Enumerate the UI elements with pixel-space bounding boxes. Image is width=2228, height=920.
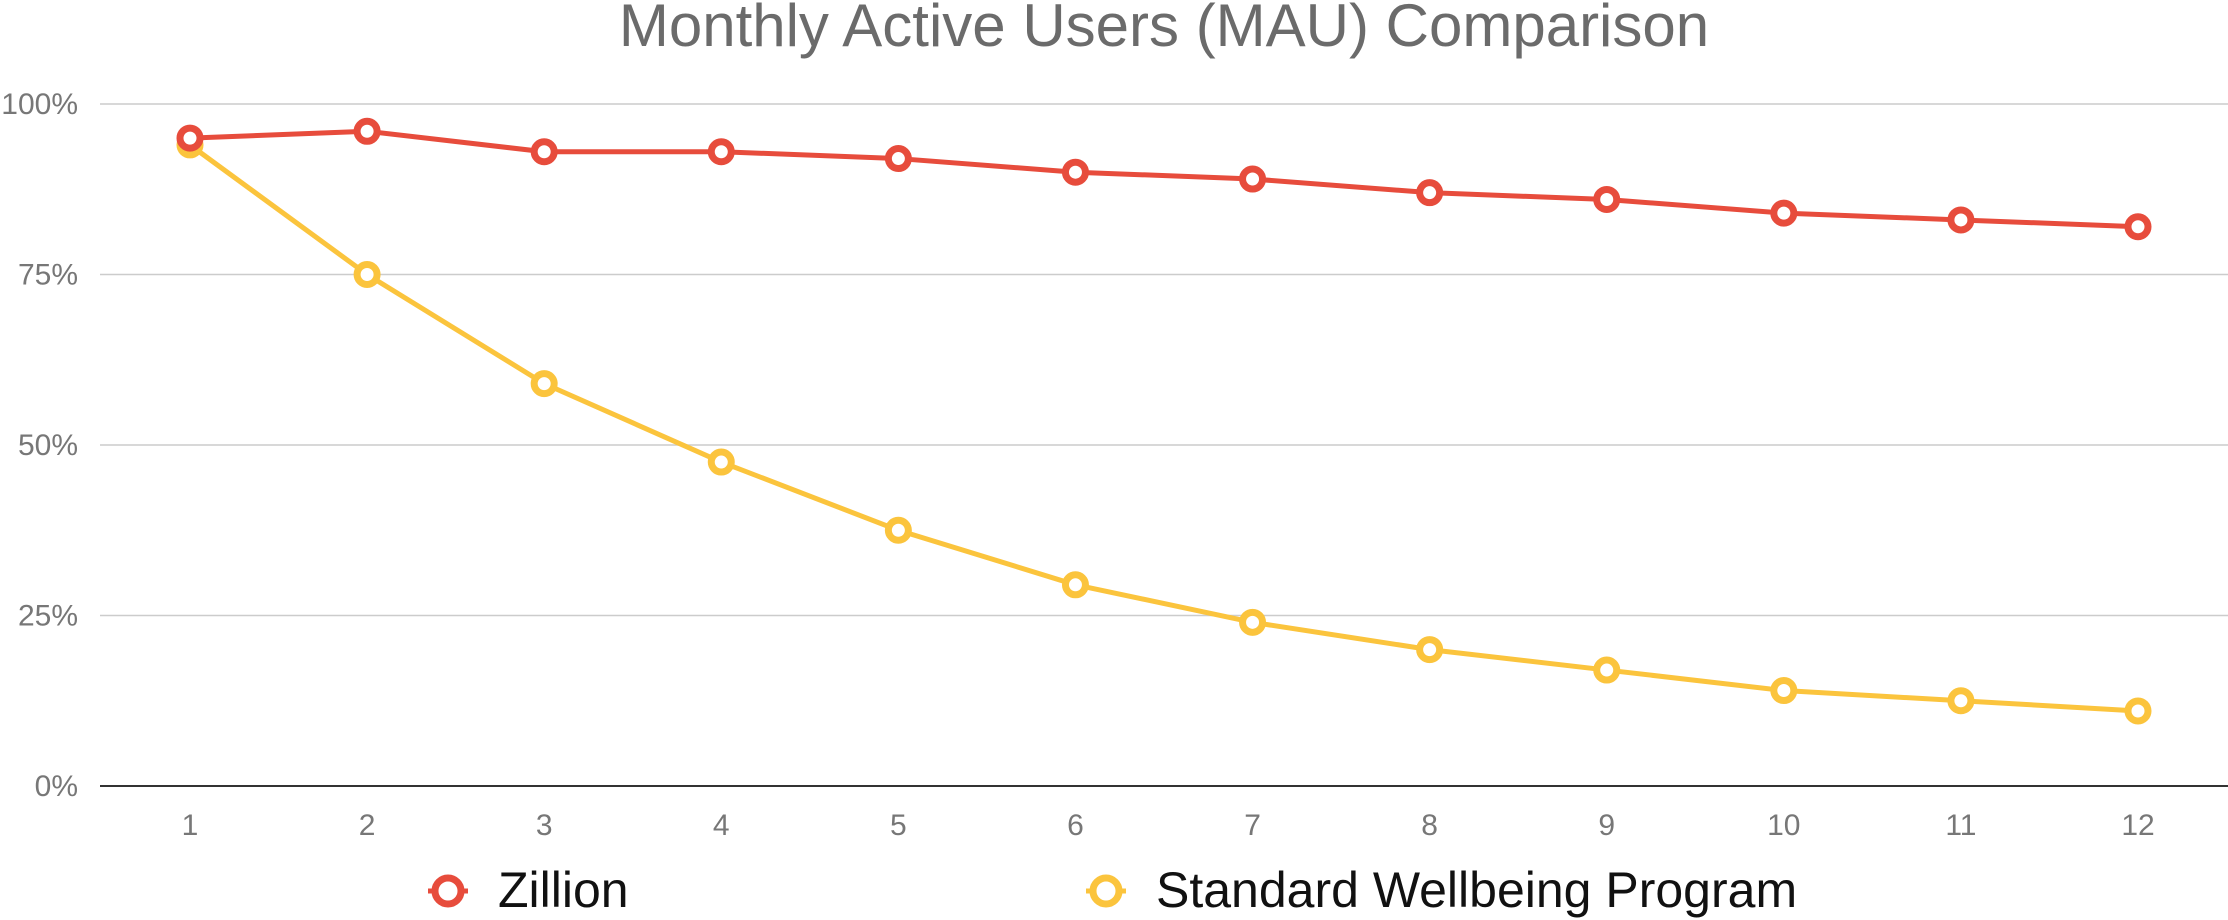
legend-label: Zillion <box>498 862 629 918</box>
data-point <box>1947 687 1975 715</box>
x-tick-label: 5 <box>890 809 907 842</box>
series-standard-wellbeing-program <box>176 131 2152 725</box>
y-axis-ticks: 0% 25% 50% 75% 100% <box>1 88 78 803</box>
x-tick-label: 4 <box>713 809 730 842</box>
x-tick-label: 2 <box>359 809 376 842</box>
data-point <box>353 117 381 145</box>
data-point <box>2124 213 2152 241</box>
series-line <box>187 128 2141 230</box>
series-layer <box>176 117 2152 725</box>
data-point <box>1947 206 1975 234</box>
data-point <box>884 516 912 544</box>
data-point <box>1239 165 1267 193</box>
data-point <box>2124 697 2152 725</box>
legend-item: Zillion <box>428 862 629 918</box>
y-tick-label: 50% <box>18 429 78 462</box>
x-tick-label: 7 <box>1244 809 1261 842</box>
x-tick-label: 12 <box>2121 809 2154 842</box>
data-point <box>530 370 558 398</box>
legend: Zillion Standard Wellbeing Program <box>428 862 1797 918</box>
data-point <box>884 145 912 173</box>
data-point <box>707 448 735 476</box>
data-point <box>1770 677 1798 705</box>
data-point <box>1416 179 1444 207</box>
legend-item: Standard Wellbeing Program <box>1086 862 1797 918</box>
y-tick-label: 75% <box>18 259 78 292</box>
x-tick-label: 9 <box>1598 809 1615 842</box>
legend-label: Standard Wellbeing Program <box>1156 862 1797 918</box>
data-point <box>707 138 735 166</box>
series-line <box>187 142 2141 714</box>
legend-marker <box>1089 874 1123 908</box>
data-point <box>1593 185 1621 213</box>
chart-title: Monthly Active Users (MAU) Comparison <box>619 0 1709 59</box>
x-tick-label: 11 <box>1945 809 1976 842</box>
data-point <box>176 124 204 152</box>
data-point <box>530 138 558 166</box>
x-tick-label: 1 <box>182 809 199 842</box>
x-tick-label: 3 <box>536 809 553 842</box>
x-axis-ticks: 1 2 3 4 5 6 7 8 9 10 11 12 <box>182 809 2155 842</box>
series-zillion <box>176 117 2152 241</box>
x-tick-label: 10 <box>1767 809 1800 842</box>
data-point <box>353 261 381 288</box>
data-point <box>1061 571 1089 599</box>
grid-lines <box>100 103 2228 787</box>
legend-marker <box>431 874 465 908</box>
data-point <box>1061 158 1089 186</box>
data-point <box>1416 636 1444 664</box>
data-point <box>1770 199 1798 227</box>
data-point <box>1239 608 1267 636</box>
data-point <box>1593 656 1621 684</box>
y-tick-label: 25% <box>18 600 78 633</box>
x-tick-label: 6 <box>1067 809 1084 842</box>
x-tick-label: 8 <box>1421 809 1438 842</box>
y-tick-label: 0% <box>35 770 78 803</box>
y-tick-label: 100% <box>1 88 78 121</box>
